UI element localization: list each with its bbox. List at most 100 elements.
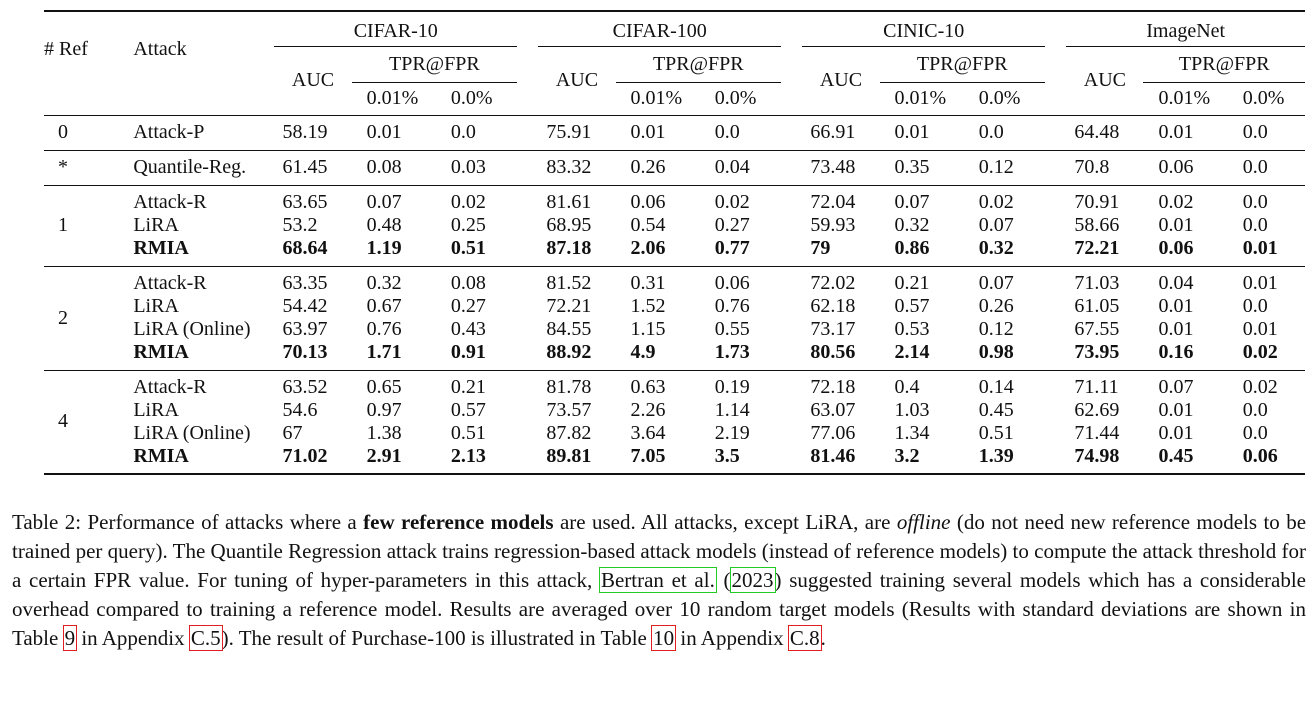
metric-cell: 70.8 xyxy=(1066,150,1143,185)
metric-cell: 0.01 xyxy=(616,115,699,150)
fpr-header: 0.01% xyxy=(630,87,683,109)
metric-value: 73.95 xyxy=(1074,341,1120,363)
appendix-c8-link[interactable]: C.8 xyxy=(787,625,822,651)
metric-cell: 0.04 0.01 0.01 0.16 xyxy=(1143,266,1226,370)
metric-value: 0.35 xyxy=(894,156,930,178)
metric-cell: 0.02 0.07 0.32 xyxy=(963,185,1045,266)
metric-cell: 0.35 xyxy=(880,150,963,185)
tpr-header: TPR@FPR xyxy=(879,46,1046,83)
metric-value: 0.01 xyxy=(1242,272,1278,294)
metric-value: 0.02 xyxy=(450,191,486,213)
metric-value: 1.03 xyxy=(894,398,930,421)
metric-value: 0.0 xyxy=(1242,421,1268,444)
citation-year-link[interactable]: 2023 xyxy=(729,567,776,593)
attack-name: Attack-R xyxy=(133,272,207,294)
metric-value: 1.73 xyxy=(714,341,750,363)
metric-value: 0.43 xyxy=(450,318,486,340)
metric-value: 87.18 xyxy=(546,237,592,259)
metric-value: 0.02 xyxy=(1158,191,1194,213)
metric-value: 72.02 xyxy=(810,272,856,294)
attack-name: Quantile-Reg. xyxy=(133,156,247,178)
metric-value: 64.48 xyxy=(1074,121,1120,143)
metric-cell: 0.32 0.67 0.76 1.71 xyxy=(352,266,435,370)
metric-value: 1.15 xyxy=(630,318,666,340)
dataset-header-cinic10: CINIC-10 xyxy=(802,11,1046,47)
metric-cell: 72.04 59.93 79 xyxy=(802,185,879,266)
metric-cell: 0.0 xyxy=(1227,115,1305,150)
table-10-link[interactable]: 10 xyxy=(651,625,677,651)
metric-value: 0.32 xyxy=(978,237,1014,259)
table-row-group: 0 Attack-P 58.19 0.01 0.0 75.91 0.01 0.0 66.91 0.… xyxy=(44,115,1305,150)
metric-value: 0.76 xyxy=(366,318,402,340)
metric-value: 1.71 xyxy=(366,341,402,363)
metric-value: 0.0 xyxy=(714,121,740,143)
metric-cell: 0.02 0.25 0.51 xyxy=(435,185,517,266)
metric-cell: 0.06 0.76 0.55 1.73 xyxy=(699,266,781,370)
metric-value: 0.07 xyxy=(978,214,1014,236)
metric-value: 0.07 xyxy=(978,272,1014,294)
metric-value: 2.06 xyxy=(630,237,666,259)
attack-name: RMIA xyxy=(133,341,189,363)
metric-cell: 63.52 54.6 67 71.02 xyxy=(274,370,351,474)
metric-value: 2.14 xyxy=(894,341,930,363)
fpr-header: 0.01% xyxy=(366,87,419,109)
metric-value: 2.19 xyxy=(714,421,750,444)
auc-header: AUC xyxy=(1083,69,1127,91)
metric-value: 0.51 xyxy=(978,421,1014,444)
attack-header: Attack xyxy=(133,38,187,60)
table-row-group: 4 Attack-R LiRA LiRA (Online) RMIA 63.52 54.6 6… xyxy=(44,370,1305,474)
metric-value: 2.26 xyxy=(630,398,666,421)
metric-value: 0.06 xyxy=(1158,156,1194,178)
metric-value: 63.07 xyxy=(810,398,856,421)
attack-name: LiRA (Online) xyxy=(133,421,251,444)
tpr-header: TPR@FPR xyxy=(615,46,782,83)
metric-value: 81.61 xyxy=(546,191,592,213)
metric-cell: 0.65 0.97 1.38 2.91 xyxy=(352,370,435,474)
metric-cell: 0.31 1.52 1.15 4.9 xyxy=(616,266,699,370)
metric-value: 73.57 xyxy=(546,398,592,421)
metric-value: 72.21 xyxy=(1074,237,1120,259)
caption-segment: ) xyxy=(774,568,782,592)
metric-value: 72.21 xyxy=(546,295,592,317)
metric-value: 0.67 xyxy=(366,295,402,317)
metric-cell: 81.78 73.57 87.82 89.81 xyxy=(538,370,615,474)
citation-author-link[interactable]: Bertran et al. xyxy=(598,567,717,593)
caption-segment: suggested training several models which … xyxy=(12,568,1307,650)
metric-value: 70.91 xyxy=(1074,191,1120,213)
metric-value: 81.46 xyxy=(810,444,856,467)
metric-cell: 0.0 xyxy=(963,115,1045,150)
metric-value: 61.05 xyxy=(1074,295,1120,317)
appendix-c5-link[interactable]: C.5 xyxy=(188,625,223,651)
auc-header: AUC xyxy=(819,69,863,91)
metric-cell: 0.63 2.26 3.64 7.05 xyxy=(616,370,699,474)
metric-cell: 0.21 0.57 0.53 2.14 xyxy=(880,266,963,370)
metric-value: 63.52 xyxy=(282,375,328,398)
fpr-header: 0.0% xyxy=(1242,87,1285,109)
attack-name: RMIA xyxy=(133,237,189,259)
metric-value: 0.54 xyxy=(630,214,666,236)
metric-cell: 70.91 58.66 72.21 xyxy=(1066,185,1143,266)
metric-value: 0.65 xyxy=(366,375,402,398)
metric-value: 0.08 xyxy=(366,156,402,178)
metric-value: 71.03 xyxy=(1074,272,1120,294)
attack-name: RMIA xyxy=(133,444,189,467)
metric-value: 3.5 xyxy=(714,444,740,467)
fpr-header: 0.0% xyxy=(450,87,493,109)
table-9-link[interactable]: 9 xyxy=(62,625,78,651)
metric-value: 0.0 xyxy=(1242,156,1268,178)
metric-value: 68.64 xyxy=(282,237,328,259)
metric-cell: 0.07 0.32 0.86 xyxy=(880,185,963,266)
metric-value: 0.07 xyxy=(366,191,402,213)
metric-value: 4.9 xyxy=(630,341,656,363)
metric-value: 0.04 xyxy=(714,156,750,178)
metric-value: 3.64 xyxy=(630,421,666,444)
metric-value: 0.12 xyxy=(978,156,1014,178)
metric-value: 1.14 xyxy=(714,398,750,421)
metric-value: 0.77 xyxy=(714,237,750,259)
metric-value: 63.97 xyxy=(282,318,328,340)
metric-value: 0.63 xyxy=(630,375,666,398)
metric-cell: 0.4 1.03 1.34 3.2 xyxy=(880,370,963,474)
metric-value: 7.05 xyxy=(630,444,666,467)
ref-count-cell: 1 xyxy=(58,214,68,236)
metric-cell: 0.08 0.27 0.43 0.91 xyxy=(435,266,517,370)
